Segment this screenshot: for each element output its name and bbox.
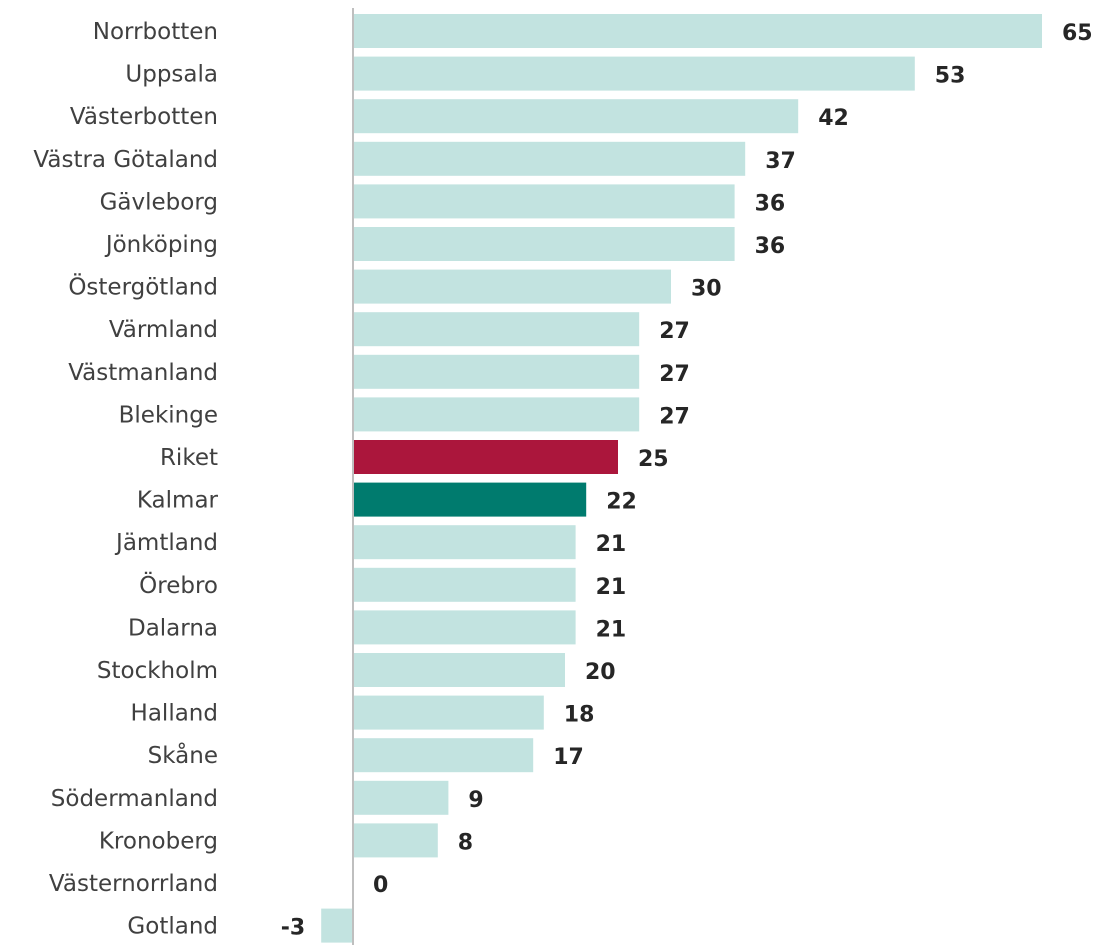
- bar-gavleborg: [353, 184, 735, 219]
- bar-orebro: [353, 567, 576, 602]
- value-label-norrbotten: 65: [1062, 21, 1093, 46]
- category-labels-group: Norrbotten Uppsala Västerbotten Västra Göta…: [33, 19, 218, 940]
- value-label-kalmar: 22: [606, 490, 637, 515]
- bar-jonkoping: [353, 227, 735, 261]
- bar-vastra-gotaland: [353, 141, 746, 176]
- value-label-jamtland: 21: [596, 532, 627, 557]
- value-label-ostergotland: 30: [691, 277, 722, 302]
- value-label-vastmanland: 27: [659, 362, 690, 387]
- value-label-riket: 25: [638, 447, 669, 472]
- category-label-uppsala: Uppsala: [125, 62, 218, 88]
- bar-vastmanland: [353, 354, 640, 389]
- value-label-stockholm: 20: [585, 660, 616, 685]
- category-label-riket: Riket: [160, 445, 218, 471]
- category-label-norrbotten: Norrbotten: [93, 19, 218, 45]
- bar-skane: [353, 738, 534, 773]
- bar-riket: [353, 440, 618, 474]
- category-label-jonkoping: Jönköping: [104, 232, 218, 258]
- value-label-sodermanland: 9: [468, 788, 483, 813]
- bar-ostergotland: [353, 269, 671, 304]
- value-label-blekinge: 27: [659, 404, 690, 429]
- category-label-halland: Halland: [131, 701, 218, 727]
- category-label-skane: Skåne: [148, 741, 218, 769]
- value-label-dalarna: 21: [596, 617, 627, 642]
- value-label-kronoberg: 8: [458, 830, 473, 855]
- value-label-skane: 17: [553, 745, 584, 770]
- category-label-gotland: Gotland: [127, 914, 218, 940]
- category-label-stockholm: Stockholm: [97, 658, 218, 684]
- bar-vasterbotten: [353, 99, 799, 134]
- category-label-varmland: Värmland: [109, 317, 218, 343]
- category-label-kalmar: Kalmar: [137, 488, 219, 514]
- bar-stockholm: [353, 653, 565, 687]
- bar-sodermanland: [353, 780, 449, 815]
- category-label-jamtland: Jämtland: [114, 530, 218, 556]
- category-label-vasterbotten: Västerbotten: [70, 104, 218, 130]
- value-label-varmland: 27: [659, 319, 690, 344]
- value-label-uppsala: 53: [935, 64, 966, 89]
- bar-gotland: [321, 908, 353, 943]
- bar-norrbotten: [353, 14, 1042, 48]
- bar-blekinge: [353, 397, 640, 432]
- bar-dalarna: [353, 610, 576, 645]
- bar-kronoberg: [353, 823, 438, 858]
- category-label-dalarna: Dalarna: [128, 615, 218, 641]
- bar-kalmar: [353, 482, 587, 517]
- bar-varmland: [353, 312, 640, 347]
- value-label-vasternorrland: 0: [373, 873, 388, 898]
- bar-jamtland: [353, 525, 576, 560]
- value-label-halland: 18: [564, 703, 595, 728]
- category-label-orebro: Örebro: [139, 571, 218, 599]
- value-label-vasterbotten: 42: [818, 106, 849, 131]
- bars-group: [321, 14, 1042, 943]
- value-label-vastra-gotaland: 37: [765, 149, 796, 174]
- bar-uppsala: [353, 56, 915, 91]
- value-label-jonkoping: 36: [755, 234, 786, 259]
- category-label-vasternorrland: Västernorrland: [49, 871, 218, 897]
- category-label-vastmanland: Västmanland: [68, 360, 218, 386]
- category-label-ostergotland: Östergötland: [68, 273, 218, 301]
- category-label-vastra-gotaland: Västra Götaland: [33, 147, 218, 173]
- value-label-gotland: -3: [281, 916, 305, 941]
- bar-halland: [353, 695, 544, 730]
- category-label-sodermanland: Södermanland: [51, 786, 218, 812]
- value-label-orebro: 21: [596, 575, 627, 600]
- category-label-gavleborg: Gävleborg: [100, 189, 218, 215]
- category-label-kronoberg: Kronoberg: [99, 828, 218, 854]
- value-labels-group: 655342373636302727272522212121201817980-…: [281, 21, 1093, 941]
- category-label-blekinge: Blekinge: [119, 402, 218, 428]
- value-label-gavleborg: 36: [755, 191, 786, 216]
